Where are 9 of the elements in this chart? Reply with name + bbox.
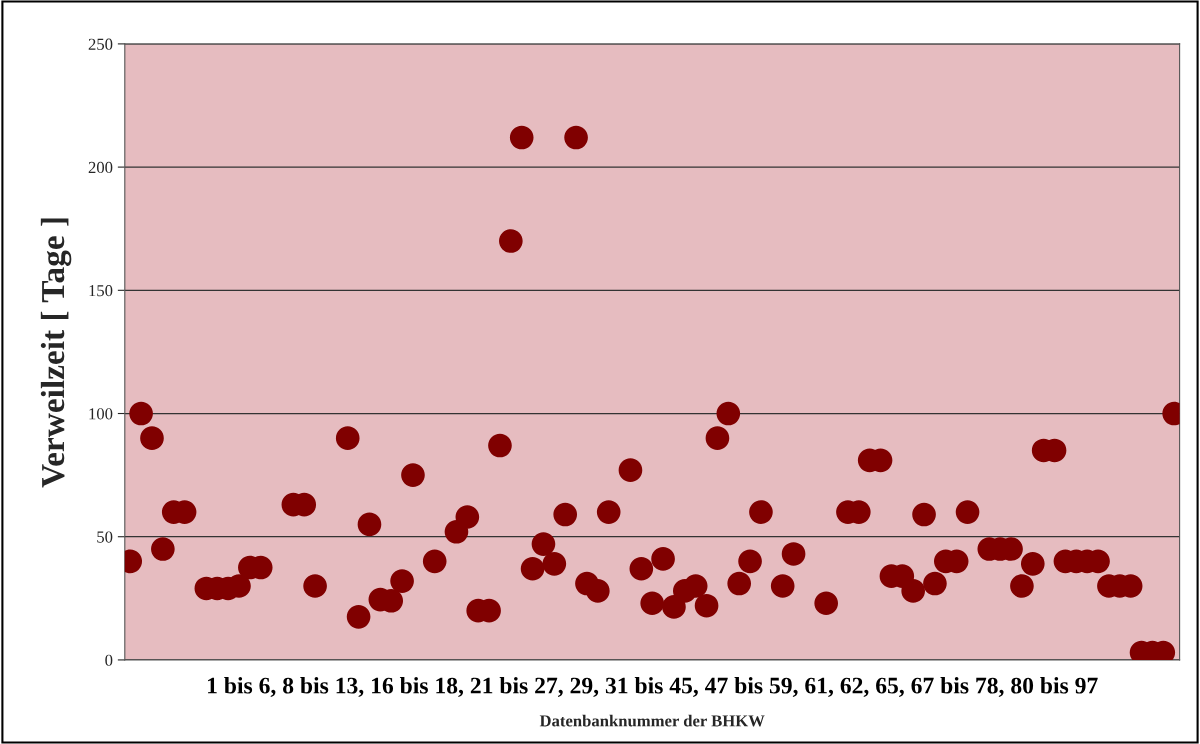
y-tick-label: 150 bbox=[89, 285, 113, 297]
y-tick-label: 100 bbox=[89, 408, 113, 420]
y-axis-title: Verweilzeit [ Tage ] bbox=[40, 218, 72, 488]
text: 1 bis 6, 8 bis 13, 16 bis 18, 21 bis 27, 29, 31 bis 45, 47 bis 59, 61, 62, 65, 67 bis 78, 80 bis 97 bbox=[208, 676, 1098, 697]
y-tick-label: 200 bbox=[88, 161, 113, 174]
y-tick-label: 50 bbox=[97, 531, 113, 543]
x-axis-title: Datenbanknummer der BHKW bbox=[539, 714, 765, 727]
y-tick-label: 0 bbox=[105, 654, 113, 666]
y-tick-label: 250 bbox=[88, 38, 113, 50]
